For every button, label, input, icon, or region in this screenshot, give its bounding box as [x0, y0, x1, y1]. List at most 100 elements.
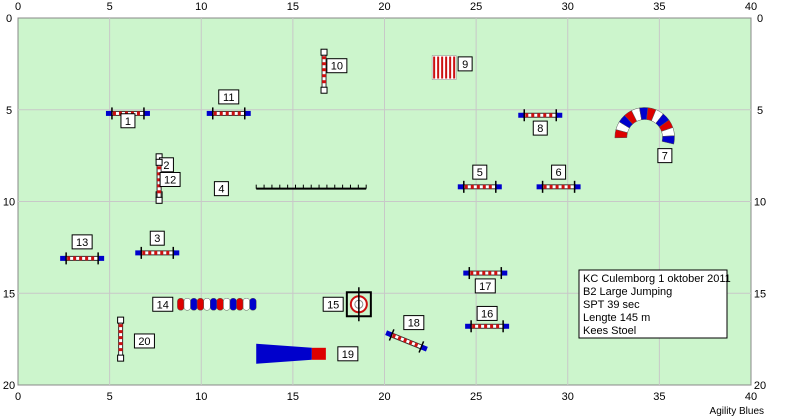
tunnel-7	[614, 107, 675, 145]
tunnel-segment	[249, 298, 257, 311]
jump-post-left	[388, 329, 395, 341]
obstacle-number-18: 18	[403, 315, 425, 331]
obstacle-number-text: 4	[218, 184, 224, 196]
jump-pole-stripe	[414, 342, 419, 348]
obstacle-number-19: 19	[337, 346, 359, 362]
weave-pole	[453, 56, 456, 79]
obstacle-number-text: 3	[154, 233, 160, 245]
jump-stand-right	[556, 112, 563, 118]
jump-pole-stripe	[470, 271, 474, 276]
jump-pole-stripe	[136, 111, 140, 116]
jump-stand-right	[173, 250, 180, 256]
jump-stand-bottom	[155, 196, 163, 204]
jump-stand-bottom	[117, 354, 125, 362]
jump-pole-stripe	[118, 342, 123, 346]
tunnel-segment	[229, 298, 237, 311]
obstacle-number-20: 20	[133, 333, 155, 349]
jump-pole-stripe	[157, 184, 162, 188]
jump-stand-right	[98, 255, 105, 261]
x-tick-bottom: 15	[287, 391, 299, 403]
weave-pole	[449, 56, 452, 79]
y-tick-right: 10	[754, 197, 766, 209]
jump-stand-left	[105, 110, 112, 116]
jump-stand-left	[518, 112, 525, 118]
jump-pole-stripe	[496, 324, 500, 329]
jump-pole-stripe	[490, 324, 494, 329]
jump-stand-right	[495, 184, 502, 190]
x-tick-top: 35	[653, 1, 665, 13]
obstacle-number-box	[218, 89, 240, 105]
obstacle-number-text: 11	[223, 92, 234, 104]
course-info-frame	[578, 269, 728, 339]
jump-pole-stripe	[470, 184, 474, 189]
jump-5	[457, 180, 502, 193]
weave-pole	[437, 56, 440, 79]
y-tick-left: 15	[3, 288, 15, 300]
brand-label: Agility Blues	[710, 406, 764, 417]
obstacle-number-box	[213, 181, 229, 197]
x-tick-top: 5	[107, 1, 113, 13]
y-tick-left: 5	[6, 105, 12, 117]
x-tick-bottom: 20	[378, 391, 390, 403]
jump-pole-stripe	[525, 113, 529, 118]
jump-stand-top	[117, 316, 125, 324]
obstacle-number-3: 3	[149, 230, 165, 246]
jump-pole-stripe	[160, 250, 164, 255]
y-tick-right: 0	[757, 13, 763, 25]
obstacle-number-14: 14	[152, 296, 174, 312]
jump-stand-left	[457, 184, 464, 190]
x-tick-top: 15	[287, 1, 299, 13]
jump-stand-right	[501, 270, 508, 276]
jump-pole-stripe	[118, 330, 123, 334]
obstacle-number-11: 11	[218, 89, 240, 105]
x-tick-bottom: 25	[470, 391, 482, 403]
weave-pole	[433, 56, 436, 79]
obstacle-number-text: 6	[556, 167, 562, 179]
jump-17	[463, 267, 508, 280]
jump-stand-top	[155, 158, 163, 166]
jump-pole-stripe	[402, 337, 408, 343]
jump-pole-stripe	[464, 184, 468, 189]
jump-pole-stripe	[488, 184, 492, 189]
course-info-box: KC Culemborg 1 oktober 2011 B2 Large Jum…	[578, 269, 731, 339]
jump-pole-stripe	[213, 111, 217, 116]
tunnel-14	[177, 298, 257, 311]
jump-pole-stripe	[157, 178, 162, 182]
obstacle-number-1: 1	[120, 113, 136, 129]
chute-barrel	[311, 347, 326, 360]
jump-pole-stripe	[322, 62, 327, 66]
jump-pole-stripe	[91, 256, 95, 261]
jump-10	[320, 48, 328, 94]
jump-pole-stripe	[118, 348, 123, 352]
info-class: B2 Large Jumping	[583, 286, 672, 298]
y-tick-left: 20	[3, 380, 15, 392]
obstacle-number-6: 6	[551, 164, 567, 180]
jump-pole-stripe	[482, 184, 486, 189]
tunnel-segment	[210, 298, 218, 311]
tunnel-segment	[190, 298, 198, 311]
obstacle-number-4: 4	[213, 181, 229, 197]
tunnel-segment	[183, 298, 191, 311]
obstacle-number-15: 15	[322, 296, 344, 312]
jump-pole-stripe	[478, 324, 482, 329]
obstacle-number-17: 17	[474, 278, 496, 294]
jump-20	[117, 316, 125, 362]
jump-pole-stripe	[225, 111, 229, 116]
jump-pole-stripe	[219, 111, 223, 116]
jump-pole-stripe	[166, 250, 170, 255]
jump-stand-left	[536, 184, 543, 190]
obstacle-number-box	[326, 58, 348, 74]
jump-pole-stripe	[118, 324, 123, 328]
jump-pole-stripe	[391, 333, 397, 339]
jump-pole-stripe	[472, 324, 476, 329]
jump-stand-top	[320, 48, 328, 56]
obstacle-number-box	[551, 164, 567, 180]
obstacle-number-text: 7	[662, 151, 668, 163]
weave-pole	[441, 56, 444, 79]
obstacle-number-box	[472, 164, 488, 180]
obstacle-number-text: 8	[537, 123, 543, 135]
chute-cloth	[256, 343, 312, 364]
x-tick-bottom: 5	[107, 391, 113, 403]
